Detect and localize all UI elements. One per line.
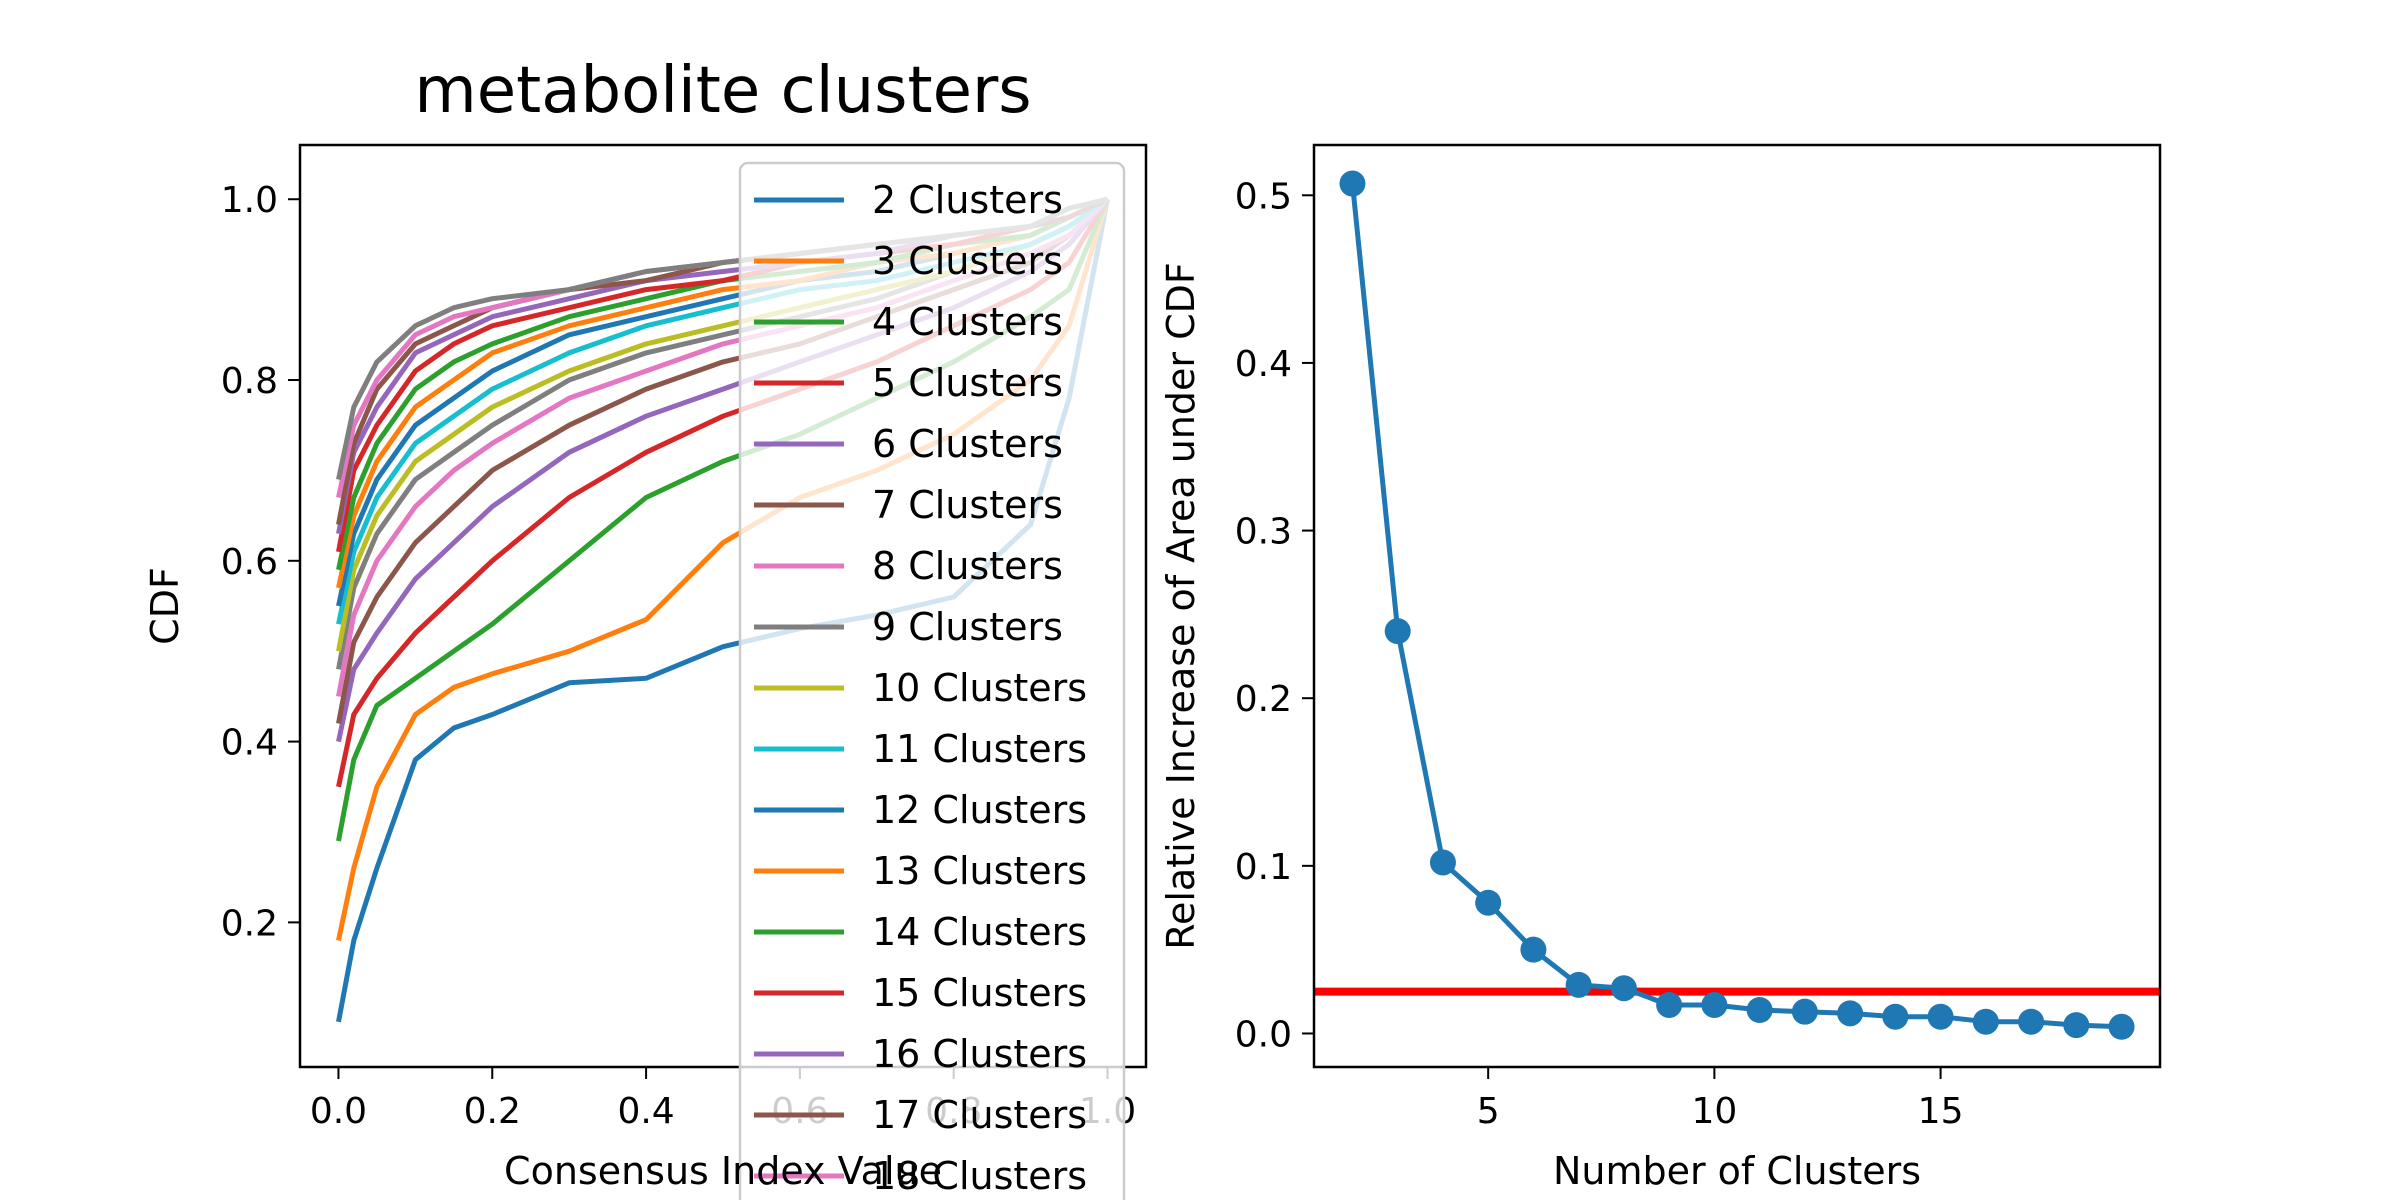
y-tick-label: 0.5 (1235, 176, 1292, 217)
y-tick-label: 0.3 (1235, 512, 1292, 553)
legend-label: 9 Clusters (872, 605, 1063, 649)
legend-label: 5 Clusters (872, 361, 1063, 405)
plot-frame (298, 143, 1148, 1069)
data-point-19 (2108, 1013, 2135, 1040)
y-tick-label: 0.4 (221, 723, 278, 764)
legend-label: 10 Clusters (872, 666, 1087, 710)
data-point-3 (1384, 618, 1411, 645)
cdf-chart: metabolite clusters 0.0 0.2 0.4 0.6 0.8 1.0 0… (143, 54, 1148, 1200)
legend-label: 8 Clusters (872, 544, 1063, 588)
x-tick-label: 15 (1918, 1091, 1964, 1132)
x-axis-label: Consensus Index Value (504, 1149, 942, 1193)
data-point-14 (1882, 1003, 1909, 1030)
data-point-17 (2018, 1008, 2045, 1035)
area-increase-series (1339, 170, 2135, 1040)
legend-label: 17 Clusters (872, 1093, 1087, 1137)
legend-label: 12 Clusters (872, 788, 1087, 832)
legend-label: 3 Clusters (872, 239, 1063, 283)
legend-label: 16 Clusters (872, 1032, 1087, 1076)
legend-label: 6 Clusters (872, 422, 1063, 466)
y-tick-label: 1.0 (221, 180, 278, 221)
legend-label: 18 Clusters (872, 1154, 1087, 1198)
data-point-12 (1791, 998, 1818, 1025)
y-tick-label: 0.4 (1235, 344, 1292, 385)
data-point-6 (1520, 936, 1547, 963)
y-axis-label: CDF (143, 567, 187, 645)
legend-label: 15 Clusters (872, 971, 1087, 1015)
legend-label: 7 Clusters (872, 483, 1063, 527)
legend-box (738, 161, 1126, 1200)
legend-label: 14 Clusters (872, 910, 1087, 954)
x-axis-label: Number of Clusters (1553, 1149, 1921, 1193)
legend-label: 4 Clusters (872, 300, 1063, 344)
x-tick-label: 0.4 (617, 1091, 674, 1132)
legend-label: 11 Clusters (872, 727, 1087, 771)
y-ticks: 0.0 0.1 0.2 0.3 0.4 0.5 (1235, 176, 1314, 1055)
y-tick-label: 0.8 (221, 361, 278, 402)
data-point-7 (1565, 971, 1592, 998)
data-point-18 (2063, 1012, 2090, 1039)
area-increase-chart: 5 10 15 0.0 0.1 0.2 0.3 0.4 0.5 Relative Increa… (1159, 143, 2162, 1193)
y-ticks: 0.2 0.4 0.6 0.8 1.0 (221, 180, 300, 944)
x-tick-label: 5 (1477, 1091, 1500, 1132)
y-tick-label: 0.1 (1235, 847, 1292, 888)
legend-label: 2 Clusters (872, 178, 1063, 222)
legend: 2 Clusters 3 Clusters 4 Clusters 5 Clusters… (738, 161, 1126, 1200)
data-point-5 (1475, 889, 1502, 916)
data-point-10 (1701, 991, 1728, 1018)
legend-label: 13 Clusters (872, 849, 1087, 893)
data-point-9 (1656, 991, 1683, 1018)
data-point-11 (1746, 997, 1773, 1024)
x-tick-label: 0.2 (464, 1091, 521, 1132)
data-point-13 (1837, 1000, 1864, 1027)
data-point-2 (1339, 170, 1366, 197)
chart-title: metabolite clusters (414, 54, 1031, 128)
y-tick-label: 0.2 (1235, 679, 1292, 720)
data-point-16 (1972, 1008, 1999, 1035)
x-tick-label: 10 (1691, 1091, 1737, 1132)
x-ticks: 5 10 15 (1477, 1067, 1964, 1132)
data-point-4 (1429, 849, 1456, 876)
data-point-15 (1927, 1003, 1954, 1030)
y-tick-label: 0.6 (221, 542, 278, 583)
data-point-8 (1610, 975, 1637, 1002)
y-axis-label: Relative Increase of Area under CDF (1159, 262, 1203, 949)
y-tick-label: 0.2 (221, 903, 278, 944)
x-tick-label: 0.0 (310, 1091, 367, 1132)
plot-frame (1312, 143, 2162, 1069)
y-tick-label: 0.0 (1235, 1014, 1292, 1055)
